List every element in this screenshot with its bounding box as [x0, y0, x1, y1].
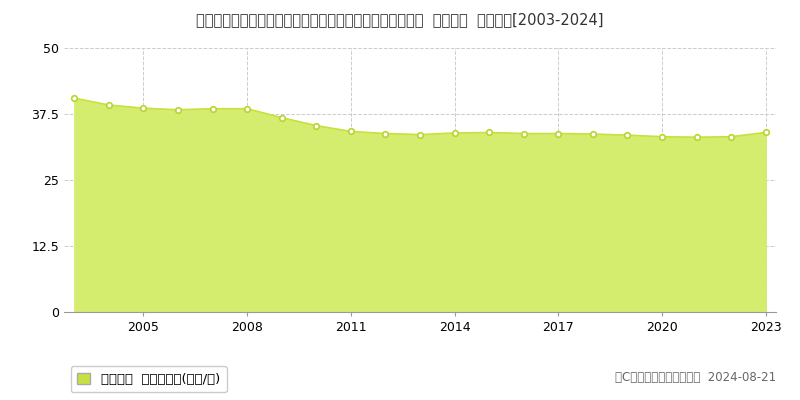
Text: （C）土地価格ドットコム  2024-08-21: （C）土地価格ドットコム 2024-08-21 — [615, 371, 776, 384]
Text: 埼玉県さいたま市見沼区大字御蔵字大ケ谷戸１３２５番６  基準地価  地価推移[2003-2024]: 埼玉県さいたま市見沼区大字御蔵字大ケ谷戸１３２５番６ 基準地価 地価推移[200… — [196, 12, 604, 27]
Legend: 基準地価  平均坪単価(万円/坪): 基準地価 平均坪単価(万円/坪) — [70, 366, 226, 392]
